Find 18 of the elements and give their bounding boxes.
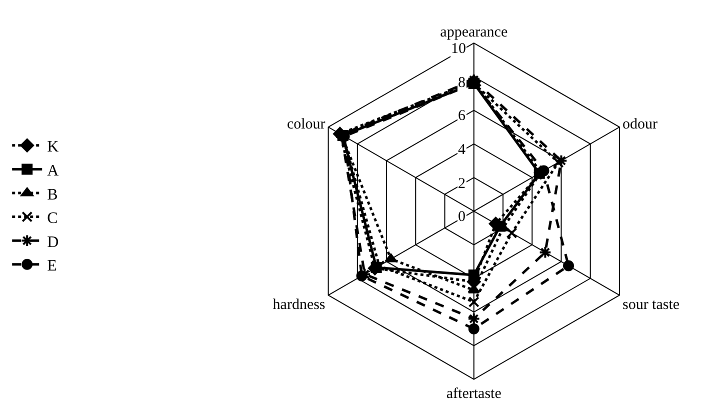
- legend-label: D: [47, 234, 59, 251]
- legend-label: A: [47, 162, 60, 180]
- spoke-label: sour taste: [622, 296, 680, 313]
- y-tick-label: 10: [451, 41, 466, 57]
- spoke-label: colour: [286, 116, 326, 132]
- legend-label: B: [47, 186, 58, 204]
- legend-label: E: [47, 258, 57, 275]
- spoke-label: appearance: [440, 24, 508, 41]
- legend-label: K: [47, 138, 60, 156]
- y-tick-label: 0: [458, 209, 466, 225]
- y-tick-label: 4: [458, 142, 466, 158]
- y-tick-label: 8: [458, 75, 466, 91]
- y-tick-label: 2: [458, 176, 466, 192]
- spoke-label: aftertaste: [446, 386, 502, 402]
- spoke-label: odour: [622, 116, 658, 132]
- y-tick-label: 6: [458, 108, 466, 124]
- legend-label: C: [47, 210, 58, 228]
- spoke-label: hardness: [272, 296, 326, 313]
